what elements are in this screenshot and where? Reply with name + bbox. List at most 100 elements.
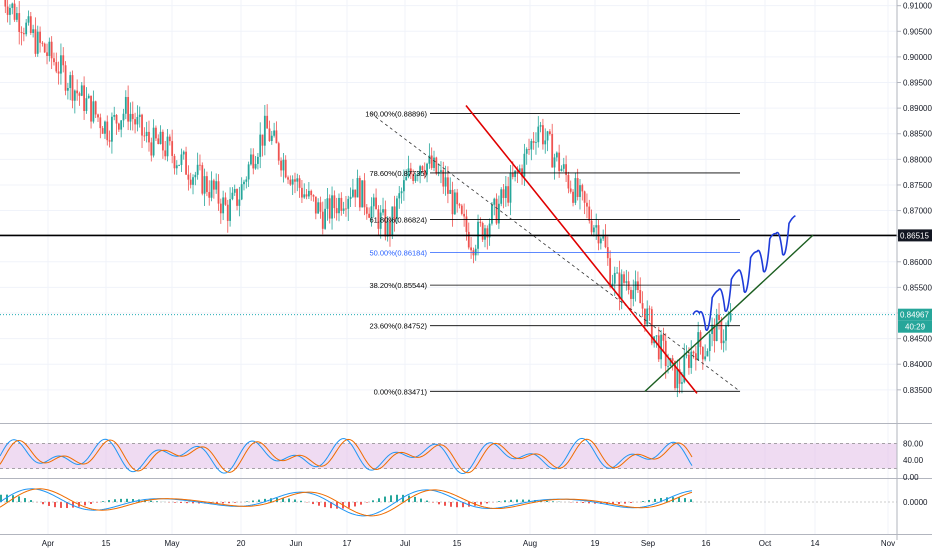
candle-body — [486, 228, 489, 238]
candle-body — [518, 168, 521, 172]
candle-body — [50, 41, 53, 59]
candle-body — [542, 125, 544, 145]
macd-histogram-bar — [222, 502, 224, 504]
candle-body — [312, 195, 315, 197]
macd-histogram-bar — [90, 502, 92, 504]
candle-body — [405, 176, 408, 181]
candle-body — [106, 121, 109, 141]
candle-body — [451, 189, 454, 215]
candle-body — [13, 3, 16, 20]
macd-histogram-bar — [150, 500, 152, 502]
candle-body — [509, 173, 512, 203]
candle-body — [97, 114, 99, 118]
candle-body — [175, 165, 178, 169]
candle-body — [491, 204, 493, 224]
candle-body — [122, 113, 125, 121]
candle-body — [238, 199, 241, 206]
candle-body — [303, 194, 306, 198]
time-tick-label: Oct — [759, 539, 772, 548]
candle-body — [136, 116, 139, 125]
candle-body — [115, 115, 118, 124]
candle-body — [579, 185, 581, 197]
candle-body — [224, 197, 227, 205]
candle-body — [463, 213, 466, 217]
candle-body — [627, 281, 630, 290]
candle-body — [233, 189, 236, 193]
time-tick-label: 15 — [102, 539, 111, 548]
candle-body — [203, 176, 206, 194]
price-tick-label: 0.91000 — [903, 2, 932, 11]
time-tick-label: Jun — [290, 539, 303, 548]
candle-body — [143, 135, 146, 137]
candle-body — [643, 308, 646, 325]
macd-histogram-bar — [618, 502, 620, 504]
macd-histogram-bar — [258, 499, 260, 502]
candle-body — [407, 168, 410, 177]
macd-histogram-bar — [456, 502, 458, 508]
candle-body — [525, 149, 528, 154]
candle-body — [178, 164, 181, 166]
candle-body — [294, 179, 296, 182]
projection-path — [692, 214, 796, 332]
candle-body — [275, 130, 278, 144]
candle-body — [530, 141, 533, 150]
price-tick-label: 0.90000 — [903, 53, 932, 62]
stochastic-k-line — [0, 437, 693, 475]
macd-histogram-bar — [216, 502, 218, 504]
candle-body — [36, 31, 39, 54]
macd-histogram-bar — [486, 502, 488, 504]
candle-body — [648, 308, 651, 310]
candle-body — [319, 202, 322, 212]
candle-body — [609, 258, 612, 287]
stochastic-band — [0, 443, 897, 469]
price-tick-label: 0.90500 — [903, 27, 932, 36]
macd-histogram-bar — [390, 495, 392, 502]
candle-body — [567, 175, 570, 189]
candle-body — [27, 16, 30, 23]
price-tick-label: 0.87500 — [903, 181, 932, 190]
candle-body — [194, 174, 197, 178]
candle-body — [78, 93, 81, 96]
candle-body — [358, 178, 361, 208]
candle-body — [632, 290, 635, 299]
candle-body — [484, 228, 486, 240]
candle-body — [229, 199, 231, 221]
macd-histogram-bar — [312, 502, 314, 505]
macd-histogram-bar — [576, 502, 578, 503]
macd-histogram-bar — [84, 502, 86, 506]
macd-histogram-bar — [660, 497, 662, 502]
candle-body — [217, 181, 220, 204]
candle-body — [657, 335, 660, 360]
candle-body — [138, 114, 141, 117]
candle-body — [718, 314, 720, 320]
fib-level-label: 23.60%(0.84752) — [369, 322, 427, 331]
candle-body — [161, 131, 164, 151]
macd-histogram-bar — [198, 502, 200, 504]
macd-histogram-bar — [678, 497, 680, 502]
candle-body — [247, 164, 250, 180]
candle-body — [727, 320, 730, 326]
macd-histogram-bar — [384, 496, 386, 502]
fib-level-label: 78.60%(0.87735) — [369, 169, 427, 178]
macd-histogram-bar — [192, 502, 194, 504]
macd-histogram-bar — [318, 502, 320, 506]
price-tick-label: 0.87000 — [903, 207, 932, 216]
fib-level-label: 100.00%(0.88896) — [365, 109, 427, 118]
candle-body — [259, 134, 262, 157]
price-tick-label: 0.83500 — [903, 386, 932, 395]
candle-body — [85, 98, 88, 111]
price-tick-label: 0.89000 — [903, 104, 932, 113]
candle-body — [252, 154, 255, 169]
candle-body — [124, 96, 127, 114]
macd-signal-line — [0, 488, 693, 517]
candle-body — [706, 351, 709, 357]
candle-body — [57, 71, 60, 74]
candle-body — [66, 87, 69, 91]
trendlines — [370, 105, 814, 394]
time-tick-label: 20 — [237, 539, 246, 548]
candle-body — [18, 13, 21, 33]
candle-body — [620, 274, 623, 300]
candle-body — [532, 141, 535, 143]
candle-body — [208, 192, 211, 198]
candle-body — [697, 332, 700, 361]
